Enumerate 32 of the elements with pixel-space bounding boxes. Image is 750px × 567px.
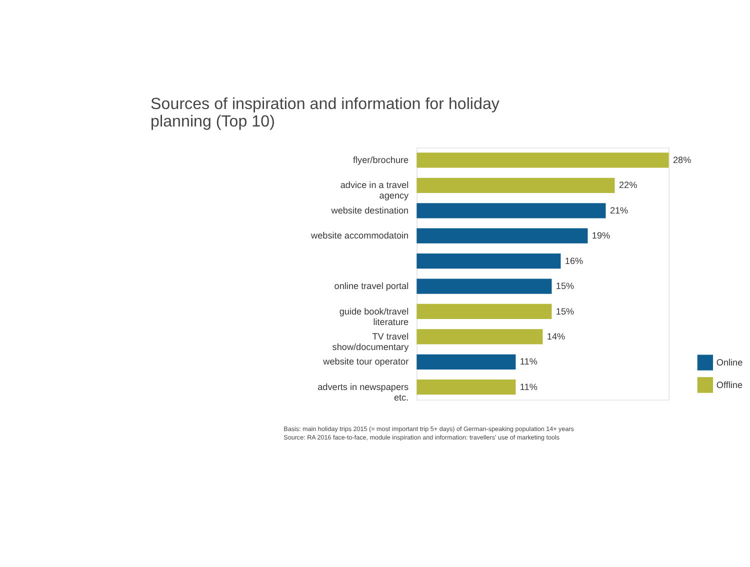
data-label: 11% bbox=[520, 382, 538, 392]
data-label: 15% bbox=[556, 281, 574, 292]
data-label: 22% bbox=[618, 180, 638, 190]
y-tick-label: website destination bbox=[330, 205, 409, 216]
bar bbox=[416, 380, 516, 395]
y-tick-label: TV travel show/documentary bbox=[332, 331, 410, 352]
chart-title: Sources of inspiration and information for holiday planning (Top 10) bbox=[150, 95, 500, 131]
bar bbox=[416, 203, 606, 218]
bar bbox=[416, 354, 516, 370]
bar bbox=[416, 278, 552, 294]
bar bbox=[416, 304, 552, 320]
legend-label: Offline bbox=[716, 380, 743, 390]
bar bbox=[416, 152, 669, 168]
data-label: 21% bbox=[610, 205, 628, 216]
y-tick-label: adverts in newspapers etc. bbox=[318, 382, 410, 402]
y-tick-label: website tour operator bbox=[322, 356, 409, 367]
legend-label: Online bbox=[716, 357, 743, 368]
y-tick-label: online travel portal bbox=[334, 281, 409, 292]
bar bbox=[416, 329, 543, 344]
bar bbox=[416, 253, 561, 269]
bar bbox=[416, 178, 615, 193]
y-tick-label: guide book/travel literature bbox=[339, 306, 409, 327]
data-label: 15% bbox=[556, 306, 574, 316]
y-tick-label: website accommodatoin bbox=[310, 230, 409, 241]
data-label: 28% bbox=[672, 155, 692, 166]
y-tick-label: advice in a travel agency bbox=[340, 180, 410, 201]
bar bbox=[416, 228, 588, 244]
data-label: 11% bbox=[520, 356, 538, 367]
data-label: 16% bbox=[564, 256, 584, 266]
y-tick-label: flyer/brochure bbox=[353, 155, 409, 166]
data-label: 19% bbox=[592, 230, 610, 241]
data-label: 14% bbox=[546, 331, 566, 342]
